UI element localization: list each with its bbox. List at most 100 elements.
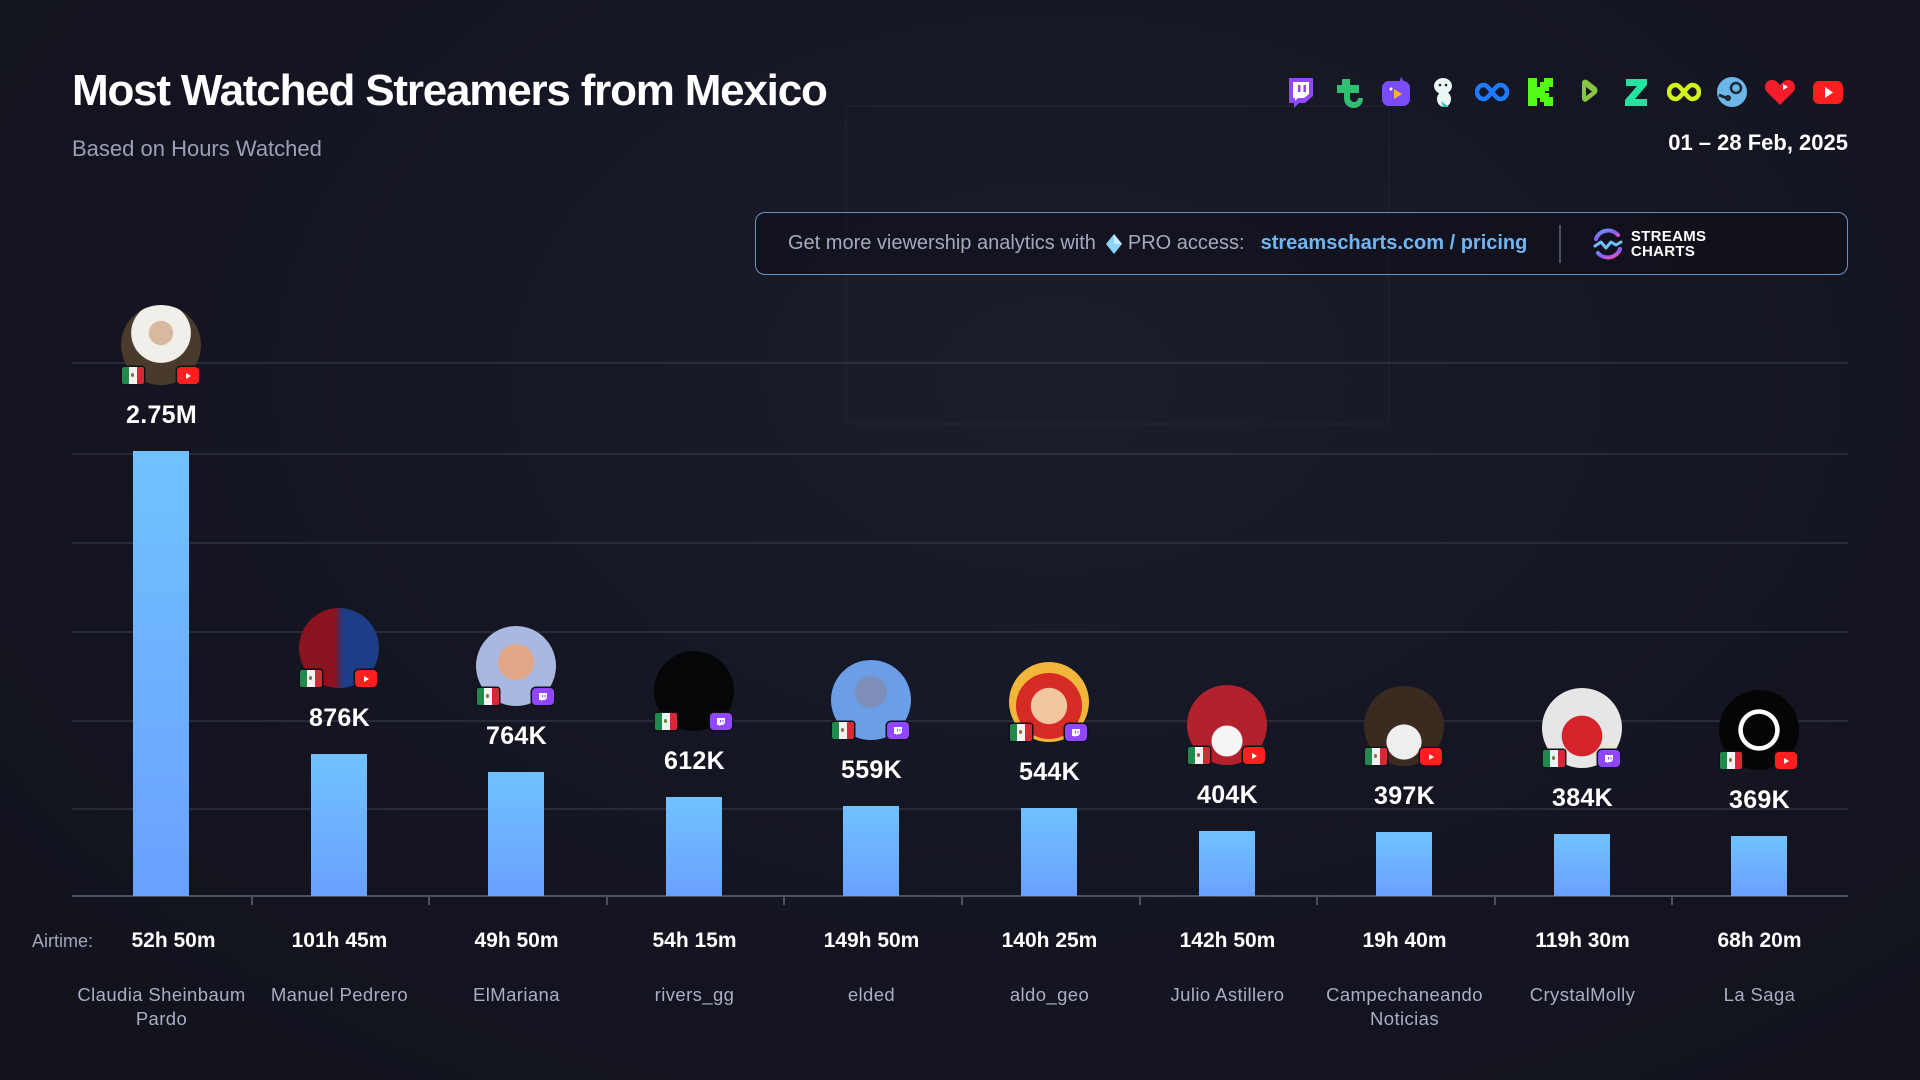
- gridline: [72, 453, 1848, 455]
- gridline: [72, 542, 1848, 544]
- bar-column: 764K 49h 50m ElMariana: [428, 0, 605, 1080]
- logo-line-2: CHARTS: [1630, 242, 1696, 260]
- airtime-value: 19h 40m: [1362, 929, 1447, 952]
- youtube-badge-icon: [1243, 747, 1265, 764]
- gridline: [72, 362, 1848, 364]
- streamer-name: Campechaneando Noticias: [1326, 984, 1483, 1029]
- bar[interactable]: [1021, 808, 1077, 896]
- mexico-flag-icon: [300, 670, 322, 687]
- bar-column: 369K 68h 20m La Saga: [1671, 0, 1848, 1080]
- x-axis-tick: [606, 897, 608, 905]
- x-axis-tick: [251, 897, 253, 905]
- streams-charts-logo-icon: [1593, 228, 1623, 259]
- logo-line-1: STREAMS: [1630, 227, 1707, 245]
- bar-value-label: 384K: [1552, 784, 1613, 812]
- chart-title: Most Watched Streamers from Mexico: [72, 66, 828, 115]
- x-axis-baseline: [72, 895, 1848, 897]
- bar[interactable]: [1554, 834, 1610, 896]
- twitch-icon: [1283, 75, 1317, 109]
- bar-value-label: 397K: [1374, 782, 1435, 810]
- trovo-icon: [1331, 75, 1365, 109]
- bar-column: 876K 101h 45m Manuel Pedrero: [251, 0, 428, 1080]
- youtube-badge-icon: [355, 670, 377, 687]
- gridline: [72, 720, 1848, 722]
- promo-banner: Get more viewership analytics with PRO a…: [755, 212, 1848, 275]
- bar[interactable]: [666, 797, 722, 896]
- x-axis-tick: [1494, 897, 1496, 905]
- x-axis-tick: [1671, 897, 1673, 905]
- mexico-flag-icon: [1188, 747, 1210, 764]
- mexico-flag-icon: [832, 722, 854, 739]
- youtube-icon: [1811, 75, 1845, 109]
- chart-subtitle: Based on Hours Watched: [72, 136, 322, 161]
- bar-column: 404K 142h 50m Julio Astillero: [1139, 0, 1316, 1080]
- x-axis-tick: [783, 897, 785, 905]
- bar-column: 612K 54h 15m rivers_gg: [606, 0, 783, 1080]
- streamer-name: elded: [847, 984, 896, 1005]
- bar[interactable]: [133, 451, 189, 896]
- x-axis-tick: [961, 897, 963, 905]
- bar-value-label: 544K: [1019, 758, 1080, 786]
- nimo-icon: [1379, 75, 1413, 109]
- airtime-label: Airtime:: [32, 931, 94, 951]
- youtube-badge-icon: [1420, 748, 1442, 765]
- bar-value-label: 404K: [1197, 781, 1258, 809]
- bigo-live-icon: [1427, 75, 1461, 109]
- mexico-flag-icon: [477, 688, 499, 705]
- bar-value-label: 764K: [486, 722, 547, 750]
- airtime-value: 101h 45m: [291, 929, 388, 952]
- twitch-badge-icon: [1598, 750, 1620, 767]
- twitch-badge-icon: [887, 722, 909, 739]
- bar-value-label: 612K: [664, 747, 725, 775]
- rumble-icon: [1571, 75, 1605, 109]
- bar[interactable]: [1731, 836, 1787, 896]
- streamer-name: Julio Astillero: [1170, 984, 1285, 1005]
- twitch-badge-icon: [532, 688, 554, 705]
- streamer-name: aldo_geo: [1009, 984, 1090, 1005]
- mexico-flag-icon: [1010, 724, 1032, 741]
- bar[interactable]: [311, 754, 367, 896]
- bar-column: 559K 149h 50m elded: [783, 0, 960, 1080]
- gridline: [72, 631, 1848, 633]
- streamer-name: Manuel Pedrero: [270, 984, 409, 1005]
- streamer-name: La Saga: [1723, 984, 1796, 1005]
- bar-value-label: 369K: [1729, 786, 1790, 814]
- steam-icon: [1715, 75, 1749, 109]
- airtime-value: 149h 50m: [823, 929, 920, 952]
- airtime-value: 142h 50m: [1179, 929, 1276, 952]
- youtube-badge-icon: [177, 367, 199, 384]
- bar-value-label: 876K: [309, 704, 370, 732]
- twitch-badge-icon: [710, 713, 732, 730]
- gridline: [72, 808, 1848, 810]
- mexico-flag-icon: [1543, 750, 1565, 767]
- bar-value-label: 2.75M: [126, 401, 197, 429]
- mexico-flag-icon: [1720, 752, 1742, 769]
- airtime-value: 68h 20m: [1717, 929, 1802, 952]
- heart-platform-icon: [1763, 75, 1797, 109]
- promo-text: Get more viewership analytics with: [788, 232, 1096, 254]
- mexico-flag-icon: [1365, 748, 1387, 765]
- diamond-icon: [1105, 233, 1122, 254]
- bar[interactable]: [488, 772, 544, 896]
- streams-charts-logo: STREAMS CHARTS: [1591, 227, 1706, 261]
- youtube-badge-icon: [1775, 752, 1797, 769]
- chzzk-icon: [1667, 75, 1701, 109]
- bar-value-label: 559K: [841, 756, 902, 784]
- pro-access-label: PRO access:: [1127, 232, 1245, 254]
- platform-icons: [1283, 74, 1845, 110]
- kick-icon: [1523, 75, 1557, 109]
- streamer-name: Claudia Sheinbaum Pardo: [77, 984, 246, 1029]
- mexico-flag-icon: [122, 367, 144, 384]
- airtime-value: 49h 50m: [474, 929, 559, 952]
- soop-icon: [1475, 75, 1509, 109]
- bar[interactable]: [843, 806, 899, 896]
- streamer-name: CrystalMolly: [1529, 984, 1636, 1005]
- promo-divider: [1559, 224, 1561, 263]
- bar[interactable]: [1199, 831, 1255, 896]
- bar[interactable]: [1376, 832, 1432, 896]
- twitch-badge-icon: [1065, 724, 1087, 741]
- mexico-flag-icon: [655, 713, 677, 730]
- x-axis-tick: [1139, 897, 1141, 905]
- pricing-link[interactable]: streamscharts.com / pricing: [1260, 232, 1528, 254]
- bar-column: 397K 19h 40m Campechaneando Noticias: [1316, 0, 1493, 1080]
